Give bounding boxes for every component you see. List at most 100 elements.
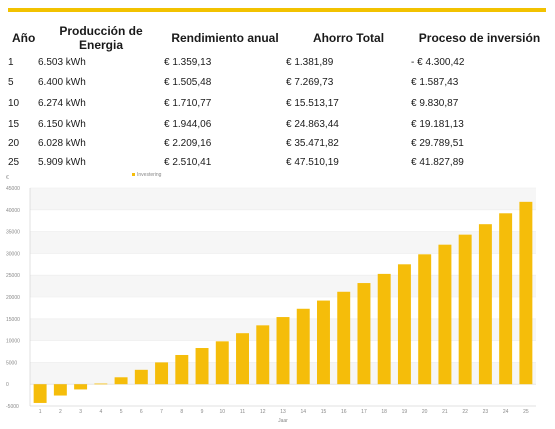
axis-layer: -5000 0 5000 10000 15000 20000 25000 30000 35000…	[6, 186, 536, 410]
x-tick-label: 18	[381, 409, 387, 415]
header-investment: Proceso de inversión	[418, 31, 541, 45]
header-yield: Rendimiento anual	[171, 31, 279, 45]
x-tick-label: 15	[321, 409, 327, 415]
y-tick-label: -5000	[6, 404, 19, 410]
cell-investment: € 9.830,87	[411, 97, 459, 109]
grid-band	[30, 188, 536, 210]
cell-investment: € 41.827,89	[411, 157, 464, 168]
cell-production: 5.909 kWh	[38, 157, 86, 168]
x-tick-label: 10	[219, 409, 225, 415]
bar	[175, 354, 189, 385]
bar	[195, 348, 209, 385]
bar-layer	[33, 201, 533, 403]
table-header-row: Año Producción de Energia Rendimiento an…	[8, 24, 548, 52]
bar	[357, 283, 371, 385]
bar	[94, 383, 108, 385]
cell-year: 15	[8, 118, 20, 130]
x-tick-label: 3	[79, 409, 82, 415]
x-tick-label: 4	[99, 409, 102, 415]
y-tick-label: 35000	[6, 230, 20, 236]
cell-investment: € 29.789,51	[411, 138, 464, 149]
y-tick-label: 5000	[6, 360, 17, 366]
x-tick-label: 14	[300, 409, 306, 415]
x-tick-label: 23	[483, 409, 489, 415]
cell-savings: € 7.269,73	[286, 76, 334, 88]
bar	[377, 273, 391, 385]
bar	[53, 384, 67, 396]
x-tick-label: 24	[503, 409, 509, 415]
table-row: 10 6.274 kWh € 1.710,77 € 15.513,17 € 9.830,…	[8, 92, 548, 114]
chart-svg: -5000 0 5000 10000 15000 20000 25000 30000 35000…	[6, 172, 536, 424]
cell-year: 20	[8, 138, 20, 149]
header-production: Producción de Energia	[59, 24, 143, 52]
bar	[397, 264, 411, 385]
cell-year: 1	[8, 56, 14, 68]
cell-production: 6.503 kWh	[38, 56, 86, 68]
y-axis-title: €	[6, 175, 9, 181]
bar	[499, 213, 513, 385]
x-tick-label: 9	[201, 409, 204, 415]
x-tick-label: 5	[120, 409, 123, 415]
cell-year: 25	[8, 157, 20, 168]
cell-investment: € 19.181,13	[411, 118, 464, 130]
bar	[296, 308, 310, 385]
cell-year: 10	[8, 97, 20, 109]
y-tick-label: 10000	[6, 339, 20, 345]
cell-yield: € 1.944,06	[164, 118, 212, 130]
table-row: 1 6.503 kWh € 1.359,13 € 1.381,89 - € 4.300,…	[8, 52, 548, 72]
cell-savings: € 35.471,82	[286, 138, 339, 149]
x-tick-label: 22	[462, 409, 468, 415]
grid-band	[30, 231, 536, 254]
label-layer: 1 2 3 4 5 6 7 8 9 10 11 12 13 14 15 16 17 18 19 20 21 22 23 24 2…	[6, 172, 529, 424]
y-tick-label: 15000	[6, 317, 20, 323]
cell-yield: € 1.359,13	[164, 56, 212, 68]
x-tick-label: 6	[140, 409, 143, 415]
y-tick-label: 30000	[6, 251, 20, 257]
x-tick-label: 17	[361, 409, 367, 415]
cell-production: 6.150 kWh	[38, 118, 86, 130]
bar	[276, 317, 290, 385]
x-tick-label: 1	[39, 409, 42, 415]
summary-table: Año Producción de Energia Rendimiento an…	[8, 24, 548, 172]
table-row: 20 6.028 kWh € 2.209,16 € 35.471,82 € 29.789…	[8, 134, 548, 153]
cell-savings: € 1.381,89	[286, 56, 334, 68]
bar	[114, 377, 128, 385]
accent-bar	[8, 8, 546, 12]
header-savings: Ahorro Total	[312, 31, 385, 45]
bar	[236, 333, 249, 385]
cell-savings: € 24.863,44	[286, 118, 339, 130]
header-year: Año	[12, 31, 36, 45]
x-tick-label: 13	[280, 409, 286, 415]
x-tick-label: 21	[442, 409, 448, 415]
bar	[317, 300, 330, 385]
cell-year: 5	[8, 76, 14, 88]
investment-chart: -5000 0 5000 10000 15000 20000 25000 30000 35000…	[0, 168, 555, 429]
x-tick-label: 16	[341, 409, 347, 415]
x-tick-label: 12	[260, 409, 266, 415]
cell-investment: € 1.587,43	[411, 76, 459, 88]
bar	[458, 234, 472, 385]
cell-production: 6.028 kWh	[38, 138, 86, 149]
x-tick-label: 25	[523, 409, 529, 415]
bar	[134, 369, 148, 385]
cell-yield: € 1.505,48	[164, 76, 212, 88]
legend-label: Investering	[137, 172, 162, 178]
table-row: 15 6.150 kWh € 1.944,06 € 24.863,44 € 19.181…	[8, 114, 548, 134]
bar	[215, 341, 229, 385]
cell-savings: € 47.510,19	[286, 157, 339, 168]
cell-production: 6.274 kWh	[38, 97, 86, 109]
bar	[256, 325, 270, 385]
x-tick-label: 8	[180, 409, 183, 415]
y-tick-label: 0	[6, 382, 9, 388]
bar	[337, 291, 351, 385]
y-tick-label: 45000	[6, 186, 20, 192]
bar	[519, 201, 533, 385]
cell-savings: € 15.513,17	[286, 97, 339, 109]
legend-swatch	[132, 173, 135, 176]
x-tick-label: 2	[59, 409, 62, 415]
table-row: 5 6.400 kWh € 1.505,48 € 7.269,73 € 1.587,43	[8, 72, 548, 92]
y-tick-label: 25000	[6, 273, 20, 279]
bar	[33, 384, 47, 403]
bar	[478, 224, 492, 385]
cell-investment: - € 4.300,42	[411, 56, 465, 68]
